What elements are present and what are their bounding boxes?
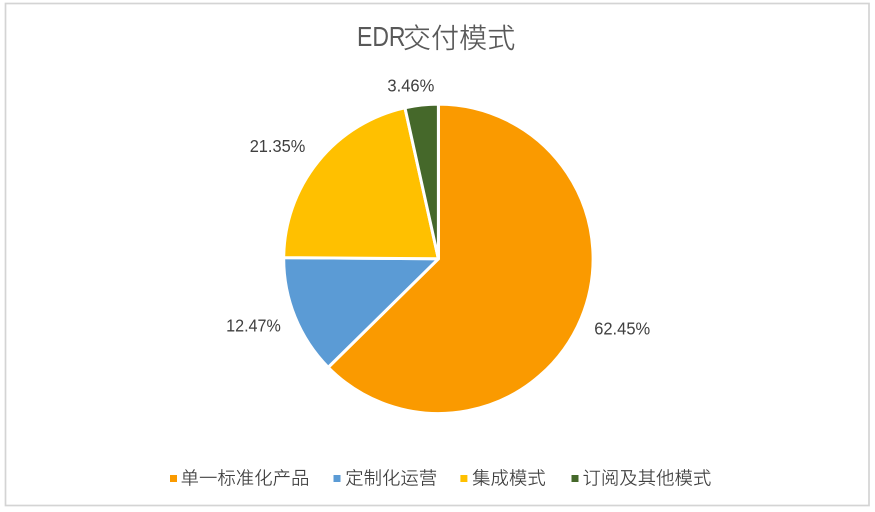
svg-text:12.47%: 12.47%: [226, 316, 281, 336]
svg-text:3.46%: 3.46%: [387, 76, 434, 96]
svg-text:62.45%: 62.45%: [594, 319, 650, 339]
svg-text:EDR: EDR: [357, 21, 406, 52]
svg-text:21.35%: 21.35%: [250, 136, 306, 156]
